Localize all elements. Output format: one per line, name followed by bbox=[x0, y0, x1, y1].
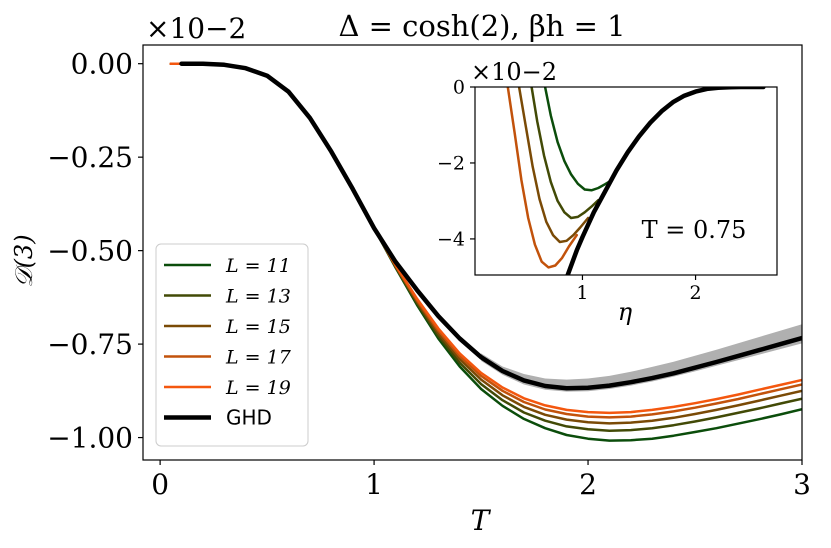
y-axis-label: 𝒟(3) bbox=[10, 234, 38, 287]
main-y-tick-label: −0.75 bbox=[47, 328, 133, 361]
inset-annotation: T = 0.75 bbox=[642, 216, 747, 244]
y-axis-multiplier: ×10−2 bbox=[146, 12, 246, 45]
chart-title: Δ = cosh(2), βh = 1 bbox=[338, 9, 625, 43]
main-x-tick-label: 1 bbox=[365, 468, 383, 501]
x-axis-label: T bbox=[471, 504, 492, 537]
inset-series-line-l-17 bbox=[506, 87, 579, 269]
main-x-tick-label: 0 bbox=[151, 468, 169, 501]
inset-y-tick-label: −2 bbox=[437, 153, 465, 175]
inset-y-tick-label: 0 bbox=[453, 77, 465, 99]
inset-x-tick-label: 1 bbox=[576, 282, 588, 304]
main-frame bbox=[142, 44, 803, 461]
inset-y-tick-label: −4 bbox=[437, 229, 465, 251]
main-y-tick-label: −1.00 bbox=[47, 421, 133, 454]
inset-y-axis-multiplier: ×10−2 bbox=[471, 58, 557, 86]
inset-x-axis-label: η bbox=[618, 298, 633, 326]
main-y-tick-label: −0.50 bbox=[47, 234, 133, 267]
main-y-tick-label: 0.00 bbox=[71, 47, 133, 80]
inset-x-tick-label: 2 bbox=[690, 282, 702, 304]
inset-plot-area: 1 2 0 −2 −4 bbox=[437, 77, 778, 304]
legend-label: L = 13 bbox=[225, 286, 291, 308]
legend-label: L = 19 bbox=[225, 377, 291, 399]
main-x-tick-label: 2 bbox=[579, 468, 597, 501]
inset-series-line-l-13 bbox=[530, 87, 600, 220]
inset-frame bbox=[474, 86, 778, 276]
legend: L = 11 L = 13 L = 15 L = 17 L = 19 GHD bbox=[155, 243, 309, 447]
legend-label: GHD bbox=[226, 406, 272, 430]
inset-series-line-l-15 bbox=[517, 87, 590, 244]
main-y-tick-label: −0.25 bbox=[47, 141, 133, 174]
legend-label: L = 11 bbox=[225, 255, 291, 277]
main-series-line-ghd bbox=[179, 61, 802, 391]
legend-label: L = 15 bbox=[225, 316, 291, 338]
main-series-group bbox=[169, 61, 802, 442]
inset-series-line-l-11 bbox=[543, 87, 614, 192]
legend-label: L = 17 bbox=[225, 347, 292, 369]
main-x-tick-label: 3 bbox=[793, 468, 811, 501]
